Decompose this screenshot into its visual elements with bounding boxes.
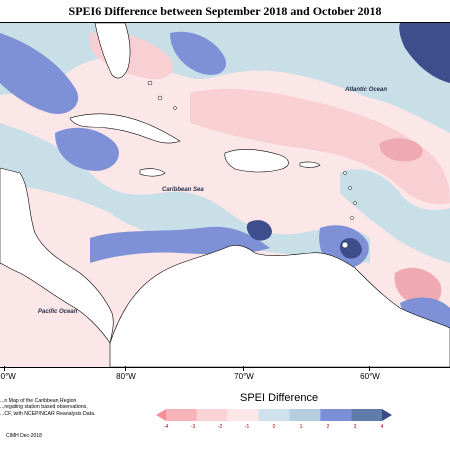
cuba-island — [69, 113, 181, 144]
blue-zone-cuba — [55, 127, 119, 171]
legend-swatch — [320, 409, 352, 421]
puerto-rico-island — [299, 161, 321, 168]
legend-swatch — [227, 409, 259, 421]
spei-difference-map[interactable]: Atlantic Ocean Caribbean Sea Pacific Oce… — [0, 23, 450, 367]
caption-line: ...CF, with NCEP/NCAR Reanalysis Data. — [0, 410, 96, 417]
longitude-tick — [125, 366, 126, 371]
bahamas-island — [147, 80, 153, 86]
map-title: SPEI6 Difference between September 2018 … — [68, 4, 382, 18]
longitude-label: 80°W — [116, 372, 136, 381]
deep-pink-patch-1 — [379, 138, 423, 162]
legend-swatch — [166, 409, 197, 421]
lesser-antilles-island — [343, 171, 347, 175]
bahamas-island — [173, 106, 177, 110]
lesser-antilles-island — [350, 216, 354, 220]
legend-tick-label: 4 — [380, 424, 384, 430]
jamaica-island — [139, 168, 166, 177]
dark-blue-patch-venezuela — [246, 220, 272, 241]
legend-tick-label: -2 — [217, 424, 223, 430]
caption-line: ...n Map of the Caribbean Region — [0, 398, 77, 404]
caribbean-sea-label: Caribbean Sea — [162, 187, 204, 193]
longitude-tick — [369, 366, 370, 371]
dark-blue-zone-northeast — [399, 23, 450, 83]
legend-swatch — [196, 409, 228, 421]
longitude-label: 60°W — [360, 372, 380, 381]
longitude-tick — [243, 366, 244, 371]
caption: ...n Map of the Caribbean Region ...rega… — [0, 398, 95, 417]
central-america-landmass — [0, 167, 114, 344]
map-frame[interactable]: Atlantic Ocean Caribbean Sea Pacific Oce… — [0, 22, 450, 368]
legend-title: SPEI Difference — [240, 392, 319, 404]
lesser-antilles-island — [353, 201, 357, 205]
legend-tick-label: 1 — [299, 424, 303, 430]
legend-swatch — [289, 409, 321, 421]
pacific-ocean-label: Pacific Ocean — [38, 309, 78, 315]
legend-tick-label: 2 — [326, 424, 330, 430]
longitude-label: 90°W — [0, 372, 16, 381]
legend-swatch — [258, 409, 290, 421]
trinidad-island — [341, 241, 349, 249]
hispaniola-island — [224, 149, 289, 173]
light-blue-zone-central — [0, 123, 370, 263]
deep-pink-patch-2 — [394, 267, 442, 307]
legend-tick-label: -3 — [190, 424, 196, 430]
legend-swatch — [156, 409, 166, 421]
lesser-antilles-island — [348, 186, 352, 190]
legend-tick-label: -4 — [163, 424, 169, 430]
blue-zone-west — [0, 33, 79, 114]
legend-tick-label: -1 — [244, 424, 250, 430]
atlantic-ocean-label: Atlantic Ocean — [344, 87, 387, 93]
light-blue-zone-east — [340, 169, 450, 263]
pink-zone-northeast — [190, 88, 450, 205]
florida-peninsula — [94, 23, 131, 79]
legend-swatch — [382, 409, 392, 421]
credit-text: CIMH Dec-2018 — [6, 433, 42, 439]
legend-swatch — [351, 409, 382, 421]
legend-tick-label: 3 — [353, 424, 357, 430]
legend-tick-label: 0 — [272, 424, 276, 430]
caption-line: ...regating station based observations, — [0, 404, 88, 411]
longitude-tick — [4, 366, 5, 371]
bahamas-island — [157, 95, 163, 101]
blue-zone-north-center — [170, 31, 226, 75]
legend-colorbar — [156, 409, 392, 421]
longitude-label: 70°W — [234, 372, 254, 381]
south-america-landmass — [109, 244, 450, 367]
